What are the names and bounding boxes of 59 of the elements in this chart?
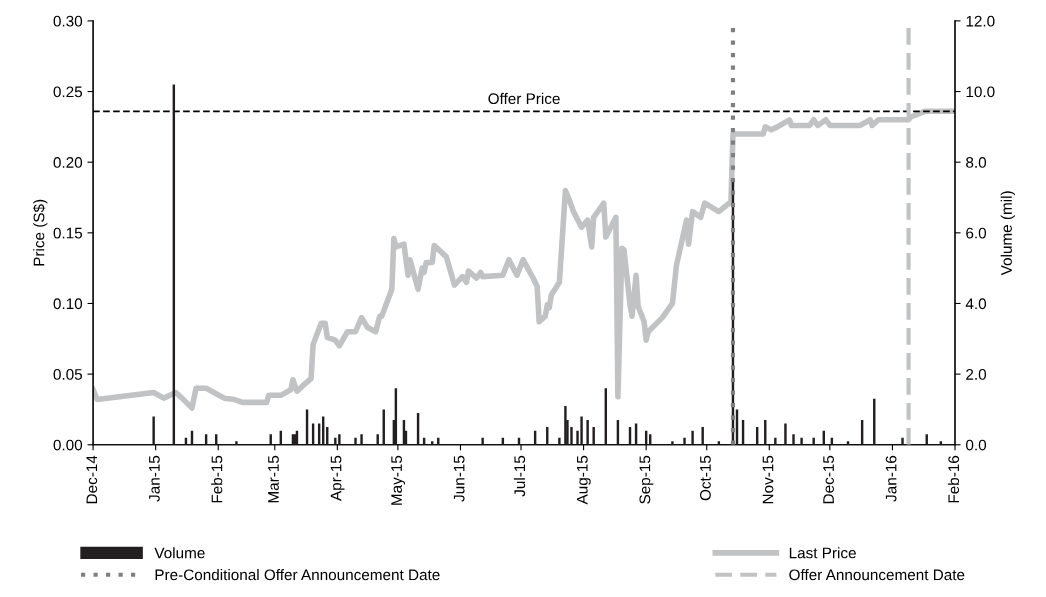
x-tick-label: Jan-16 (885, 455, 897, 502)
y-tick-label: 0.25 (53, 86, 83, 98)
bar (564, 405, 567, 445)
x-tick-label: Jul-15 (513, 455, 526, 497)
x-tick-label: Aug-15 (577, 455, 591, 505)
x-tick-label: Apr-15 (330, 455, 345, 501)
bar (800, 437, 803, 445)
bar (701, 427, 704, 445)
bar (586, 420, 589, 445)
y-tick-label: 0.10 (53, 298, 83, 310)
bar (334, 437, 337, 445)
bar (784, 423, 787, 445)
bar (683, 437, 686, 445)
x-tick-label: Feb-16 (947, 455, 960, 503)
bar (671, 441, 674, 445)
ref-line-label: Offer Price (488, 92, 560, 105)
y-tick-label: 0.15 (53, 227, 83, 239)
legend-label: Pre-Conditional Offer Announcement Date (155, 569, 440, 581)
bar (338, 434, 341, 445)
x-tick-label: Sep-15 (639, 455, 654, 504)
x-tick-label: Jun-15 (453, 455, 465, 502)
x-tick-label: Nov-15 (762, 455, 774, 504)
bar (901, 437, 904, 445)
y2-tick-label: 8.0 (966, 157, 987, 168)
y-tick-label: 0.00 (53, 439, 83, 451)
bar (592, 427, 595, 445)
x-tick-label: Dec-15 (823, 455, 834, 504)
bar (376, 434, 379, 445)
bar (580, 416, 583, 445)
y2-tick-label: 6.0 (966, 227, 987, 239)
y2-axis-title: Volume (mil) (1000, 191, 1015, 276)
bar (235, 441, 238, 445)
x-tick-label: Dec-14 (86, 455, 98, 504)
y2-tick-label: 4.0 (965, 298, 987, 310)
bar (812, 437, 815, 445)
y-tick-label: 0.05 (53, 368, 83, 380)
x-tick-label: May-15 (391, 455, 406, 505)
y-tick-label: 0.30 (53, 15, 83, 27)
y2-tick-label: 0.0 (966, 439, 987, 451)
x-tick-label: Mar-15 (268, 455, 279, 503)
legend-label: Last Price (789, 547, 856, 559)
x-tick-label: Jan-15 (149, 455, 160, 502)
bar (360, 434, 363, 445)
legend-label: Offer Announcement Date (789, 569, 965, 581)
y2-tick-label: 12.0 (966, 15, 995, 27)
bar (691, 430, 694, 445)
x-tick-label: Feb-15 (211, 455, 223, 503)
y2-tick-label: 10.0 (966, 86, 995, 98)
bar (558, 437, 561, 445)
legend-label: Volume (154, 547, 205, 559)
bar (481, 437, 484, 445)
y2-tick-label: 2.0 (966, 368, 987, 380)
y-tick-label: 0.20 (53, 157, 83, 168)
bar (152, 416, 155, 445)
bar (792, 434, 795, 445)
x-tick-label: Oct-15 (700, 455, 711, 501)
y-axis-title: Price (S$) (32, 199, 48, 266)
bar (774, 437, 777, 445)
bar (354, 437, 357, 445)
